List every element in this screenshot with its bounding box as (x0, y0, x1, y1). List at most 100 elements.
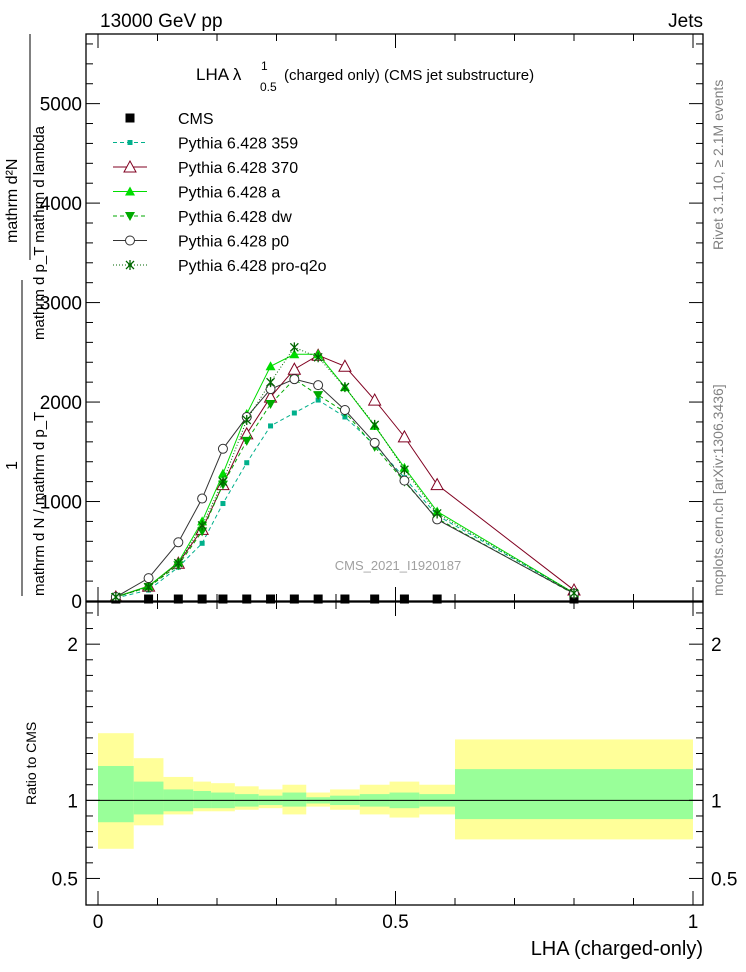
legend-entry: Pythia 6.428 370 (113, 159, 298, 177)
main-ticks: 0 1000 2000 3000 4000 5000 (40, 34, 703, 613)
data-point (144, 582, 154, 593)
title-sup: 1 (261, 59, 268, 73)
plot-title: LHA λ 1 0.5 (charged only) (CMS jet subs… (196, 59, 534, 94)
data-point (367, 393, 382, 406)
ratio-band-inner (98, 765, 134, 823)
x-tick-label: 0.5 (382, 912, 408, 933)
mcplots-label: mcplots.cern.ch [arXiv:1306.3436] (710, 384, 726, 596)
data-point (340, 382, 350, 393)
data-point (127, 140, 133, 145)
data-point (244, 460, 250, 466)
ratio-y-tick-label: 2 (67, 635, 78, 656)
data-point (173, 537, 184, 548)
series-line (115, 346, 575, 598)
ratio-y-tick-label-right: 1 (711, 791, 722, 812)
data-point (313, 380, 324, 391)
legend-entry: Pythia 6.428 a (113, 185, 280, 202)
data-point (197, 527, 208, 537)
legend-label: Pythia 6.428 359 (178, 136, 298, 153)
data-point (199, 540, 205, 546)
data-point (339, 405, 350, 416)
data-point (289, 349, 300, 359)
data-point (399, 464, 409, 475)
data-point (125, 260, 135, 270)
ylabel-numer: mathrm d²N (4, 159, 21, 243)
data-point (125, 186, 135, 196)
data-point (340, 594, 350, 604)
series-line (115, 378, 575, 598)
data-point (432, 594, 442, 604)
data-point (370, 594, 380, 604)
ratio-band-inner (455, 769, 693, 820)
ratio-y-tick-label: 0.5 (52, 869, 78, 890)
ratio-frame (85, 601, 704, 906)
y-tick-label: 0 (71, 592, 82, 613)
data-point (313, 391, 324, 401)
title-main: LHA λ (196, 65, 242, 84)
legend-entry: CMS (125, 111, 214, 128)
series-pythia-6-428-p0 (110, 374, 579, 603)
legend-entry: Pythia 6.428 dw (113, 209, 292, 226)
svg-text:LHA λ: LHA λ (196, 65, 242, 84)
data-point (218, 476, 228, 487)
data-point (173, 558, 183, 569)
x-axis-label: LHA (charged-only) (531, 938, 703, 960)
data-point (313, 352, 323, 363)
legend-label: Pythia 6.428 p0 (178, 234, 289, 251)
x-tick-label: 0 (93, 912, 104, 933)
data-point (123, 159, 137, 173)
ratio-band-inner (193, 790, 212, 809)
ratio-ylabel: Ratio to CMS (23, 722, 39, 805)
data-point (397, 429, 412, 443)
legend-label: Pythia 6.428 pro-q2o (178, 258, 327, 275)
data-point (430, 477, 444, 491)
data-point (313, 594, 323, 604)
legend-label: Pythia 6.428 dw (178, 209, 292, 226)
data-point (399, 594, 409, 604)
data-point (197, 520, 207, 531)
data-point (289, 342, 299, 353)
data-point (217, 468, 228, 478)
ratio-plot: 0.5 0.5 1 1 2 2 0 0.5 1 Ratio to CMS LHA (charge… (23, 601, 737, 960)
y-axis-label: mathrm d²N mathrm d p_T mathrm d lambda … (4, 34, 48, 596)
data-point (266, 377, 276, 388)
y-tick-label: 4000 (40, 194, 82, 215)
data-point (369, 437, 380, 448)
legend: CMS Pythia 6.428 359 Pythia 6.428 370 Pythi… (113, 111, 327, 275)
legend-entry: Pythia 6.428 359 (113, 136, 298, 153)
ratio-bands (98, 733, 693, 849)
data-point (220, 501, 226, 507)
data-point (242, 414, 252, 425)
data-point (143, 573, 154, 584)
data-point (197, 594, 207, 604)
data-point (291, 410, 297, 416)
data-point (242, 594, 252, 604)
series-cms (111, 594, 579, 604)
data-point (289, 374, 300, 385)
data-point (125, 113, 135, 123)
legend-label: CMS (178, 111, 214, 128)
ylabel-denom: mathrm d p_T mathrm d lambda (31, 125, 48, 340)
rivet-label: Rivet 3.1.10, ≥ 2.1M events (710, 80, 726, 250)
x-tick-label: 1 (688, 912, 699, 933)
data-point (432, 508, 442, 519)
legend-entry: Pythia 6.428 pro-q2o (113, 258, 327, 275)
data-point (266, 594, 276, 604)
main-series (109, 342, 581, 604)
header-right: Jets (668, 11, 703, 32)
legend-label: Pythia 6.428 370 (178, 160, 298, 177)
data-point (173, 594, 183, 604)
ylabel-one: 1 (4, 461, 21, 470)
series-line (115, 354, 575, 598)
series-line (115, 353, 575, 598)
ratio-band-inner (282, 792, 307, 807)
data-point (569, 588, 579, 599)
series-line (115, 399, 575, 599)
data-point (399, 475, 410, 486)
title-sub: 0.5 (260, 80, 277, 94)
legend-entry: Pythia 6.428 p0 (113, 234, 289, 251)
y-tick-label: 1000 (40, 493, 82, 514)
ylabel-bottom: mathrm d N / mathrm d p_T (31, 412, 48, 596)
ratio-band-inner (133, 781, 164, 815)
